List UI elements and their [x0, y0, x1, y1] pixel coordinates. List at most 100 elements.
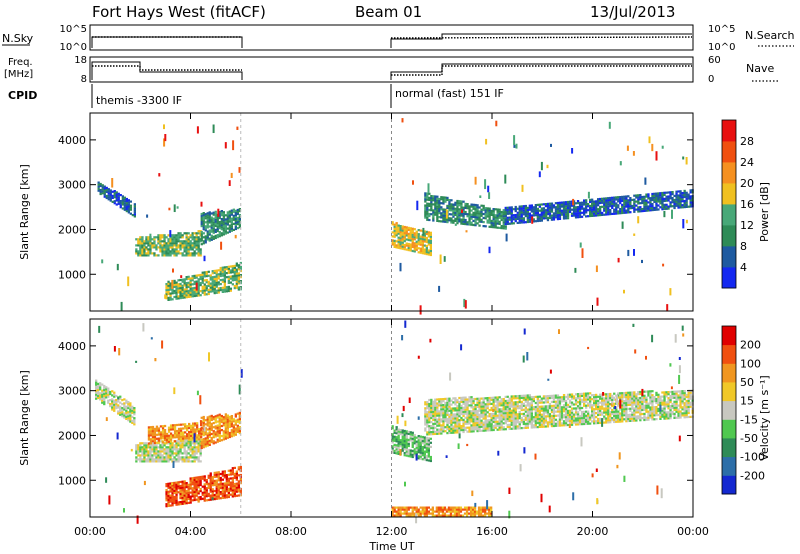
- velocity-cell: [211, 482, 214, 485]
- velocity-cell: [448, 415, 451, 418]
- velocity-cell: [454, 421, 457, 424]
- power-cell: [191, 254, 194, 257]
- power-cell: [175, 240, 178, 243]
- power-cell: [498, 216, 501, 219]
- power-cell: [504, 218, 507, 222]
- power-cell: [466, 207, 469, 210]
- velocity-cell: [434, 398, 437, 401]
- power-cell: [572, 212, 576, 215]
- velocity-cell: [183, 490, 186, 493]
- power-scatter-point: [488, 246, 491, 254]
- velocity-cell: [556, 406, 560, 409]
- power-cell: [607, 201, 610, 204]
- velocity-cell: [427, 453, 430, 456]
- power-cell: [185, 296, 188, 299]
- velocity-cell: [107, 399, 110, 402]
- velocity-cell: [524, 424, 527, 427]
- velocity-cell: [510, 415, 513, 418]
- velocity-cell: [107, 389, 110, 392]
- velocity-cell: [428, 415, 431, 418]
- power-cell: [101, 186, 104, 189]
- velocity-cell: [125, 417, 128, 420]
- velocity-cell: [183, 498, 186, 501]
- velocity-cell: [440, 398, 443, 401]
- velocity-cell: [536, 417, 539, 421]
- velocity-cell: [450, 409, 453, 412]
- power-cell: [621, 211, 624, 215]
- velocity-cell: [167, 504, 170, 507]
- power-cell: [167, 286, 170, 289]
- velocity-cell: [415, 448, 418, 451]
- velocity-cell: [486, 415, 489, 418]
- power-scatter-point: [545, 211, 548, 217]
- velocity-cell: [399, 445, 402, 448]
- power-cell: [685, 203, 688, 206]
- velocity-cell: [504, 420, 507, 423]
- power-cell: [234, 211, 237, 214]
- velocity-cell: [454, 417, 457, 420]
- velocity-cell: [183, 444, 186, 447]
- power-cell: [647, 207, 650, 210]
- power-cell: [103, 195, 106, 198]
- power-cell: [200, 237, 203, 240]
- velocity-cell: [217, 475, 220, 478]
- power-cell: [165, 297, 168, 300]
- velocity-cell: [462, 430, 465, 434]
- nave-label: Nave: [746, 62, 774, 75]
- velocity-cell: [236, 430, 239, 433]
- power-cell: [442, 220, 445, 223]
- velocity-cell: [209, 484, 212, 487]
- velocity-cell: [534, 424, 537, 427]
- velocity-cell: [230, 431, 233, 434]
- velocity-cell: [175, 440, 178, 443]
- power-cell: [421, 248, 424, 251]
- velocity-cell: [228, 435, 231, 439]
- velocity-cell: [221, 472, 224, 475]
- velocity-cell: [157, 431, 161, 434]
- velocity-cell: [450, 413, 453, 416]
- velocity-cell: [496, 428, 499, 431]
- velocity-cell: [183, 460, 186, 463]
- velocity-cell: [564, 424, 568, 427]
- velocity-cell: [502, 418, 505, 421]
- velocity-cell: [568, 399, 572, 402]
- velocity-cell: [401, 439, 404, 442]
- power-cell: [470, 215, 473, 218]
- power-cell: [432, 197, 435, 200]
- power-cell: [206, 222, 209, 225]
- power-cell: [578, 211, 582, 215]
- power-cell: [206, 220, 209, 223]
- power-cell: [653, 206, 656, 209]
- velocity-cell: [200, 427, 203, 431]
- power-cell: [566, 205, 570, 208]
- power-cell: [189, 287, 192, 290]
- velocity-cell: [169, 428, 173, 431]
- velocity-cell: [403, 452, 406, 455]
- velocity-cell: [500, 414, 503, 417]
- velocity-cell: [212, 416, 215, 419]
- power-cell: [223, 268, 226, 271]
- power-cell: [623, 205, 626, 208]
- power-cell: [127, 199, 130, 202]
- power-cell: [446, 221, 449, 224]
- velocity-cell: [526, 394, 529, 397]
- velocity-cell: [419, 453, 422, 456]
- power-cell: [391, 231, 394, 234]
- power-cell: [129, 204, 132, 207]
- power-cell: [488, 215, 491, 218]
- velocity-cell: [403, 446, 406, 449]
- velocity-cell: [484, 405, 487, 408]
- velocity-cell: [179, 503, 182, 506]
- velocity-cell: [458, 405, 461, 408]
- power-cell: [187, 295, 190, 298]
- power-cell: [446, 204, 449, 207]
- power-cell: [657, 198, 660, 201]
- power-cell: [235, 268, 238, 271]
- power-cell: [452, 215, 455, 218]
- power-cell: [502, 215, 505, 218]
- velocity-cell: [472, 406, 475, 409]
- velocity-cell: [464, 410, 467, 413]
- power-cell: [238, 214, 241, 217]
- velocity-cell: [237, 468, 240, 471]
- power-scatter-point: [169, 230, 172, 238]
